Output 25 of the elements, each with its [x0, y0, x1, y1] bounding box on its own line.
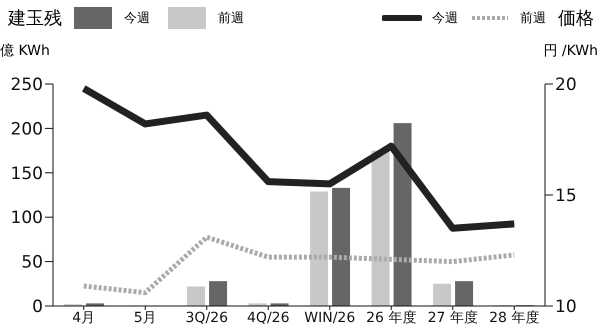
y2-axis-title: 円 /KWh [543, 42, 598, 60]
y-tick-label: 100 [10, 208, 43, 228]
legend-label: 前週 [519, 10, 546, 27]
x-tick-label: 3Q/26 [186, 310, 228, 326]
y-tick-label: 250 [10, 75, 43, 96]
y-tick-label: 200 [10, 119, 43, 140]
legend-title: 建玉残 [8, 7, 62, 30]
y2-tick-label: 20 [555, 75, 577, 96]
legend-label: 今週 [431, 10, 458, 27]
x-tick-label: 27 年度 [428, 310, 478, 326]
x-tick-label: 26 年度 [366, 310, 416, 326]
y-tick-label: 150 [10, 164, 43, 184]
y-tick-label: 0 [32, 297, 43, 318]
x-tick-label: 4月 [72, 310, 96, 326]
x-tick-label: 5月 [134, 310, 157, 326]
legend-label: 今週 [123, 10, 150, 28]
y2-tick-label: 15 [555, 186, 577, 206]
x-tick-label: WIN/26 [304, 310, 356, 326]
legend-label: 前週 [217, 10, 244, 28]
x-tick-label: 28 年度 [489, 310, 540, 326]
text: 価格 [558, 7, 594, 30]
y-tick-label: 50 [21, 252, 43, 273]
y-axis-title: 億 KWh [0, 42, 50, 60]
x-tick-label: 4Q/26 [247, 310, 290, 326]
y2-tick-label: 10 [555, 297, 577, 318]
